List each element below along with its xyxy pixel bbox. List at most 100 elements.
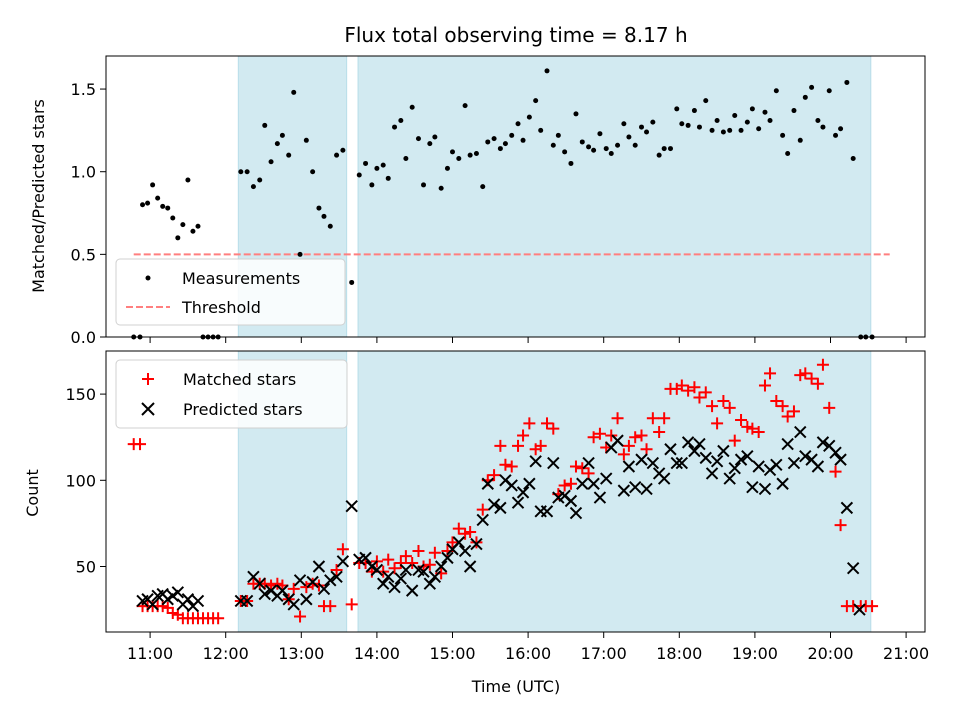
predicted-point <box>293 574 307 587</box>
measurement-point <box>150 182 156 188</box>
y-tick-label: 0.0 <box>71 328 96 347</box>
legend-label-matched: Matched stars <box>183 370 296 389</box>
matched-point <box>499 458 512 471</box>
matched-point <box>336 543 349 556</box>
matched-point <box>547 422 560 435</box>
matched-point <box>423 558 436 571</box>
matched-point <box>406 557 419 570</box>
measurement-point <box>850 155 856 161</box>
matched-point <box>294 610 307 623</box>
measurement-point <box>432 134 438 140</box>
measurement-point <box>456 155 462 161</box>
matched-point <box>816 358 829 371</box>
predicted-point <box>770 458 783 471</box>
matched-point <box>611 412 624 425</box>
measurement-point <box>438 185 444 191</box>
matched-point <box>682 384 695 397</box>
matched-point <box>741 420 754 433</box>
matched-point <box>324 600 337 613</box>
predicted-point <box>388 580 401 594</box>
measurement-point <box>815 117 821 123</box>
predicted-point <box>776 477 789 490</box>
matched-point <box>640 443 653 456</box>
axes: 50 100 150 11:00 12:00 13:00 14:00 15:00 16:00 17… <box>65 385 929 663</box>
predicted-point <box>359 551 372 565</box>
measurement-point <box>369 182 375 188</box>
measurement-point <box>340 147 346 153</box>
matched-point <box>287 582 300 595</box>
predicted-point <box>487 498 501 511</box>
predicted-point <box>688 444 701 458</box>
y-axis-label: Matched/Predicted stars <box>29 99 48 293</box>
predicted-point <box>611 434 624 447</box>
measurement-point <box>597 131 603 137</box>
predicted-point <box>582 456 595 470</box>
matched-point <box>622 439 635 452</box>
predicted-point <box>600 472 613 485</box>
predicted-point <box>758 482 772 496</box>
measurement-point <box>274 141 280 147</box>
measurement-point <box>374 165 380 171</box>
x-tick-label: 20:00 <box>807 644 853 663</box>
measurement-point <box>190 228 196 234</box>
x-tick-label: 13:00 <box>278 644 324 663</box>
predicted-point <box>794 425 807 439</box>
measurement-point <box>297 251 303 257</box>
measurement-point <box>140 202 146 208</box>
axes-frame <box>105 55 926 338</box>
predicted-point <box>657 472 671 485</box>
measurement-point <box>544 68 550 74</box>
plot-area <box>127 358 879 625</box>
measurement-point <box>656 152 662 158</box>
matched-point <box>699 386 712 399</box>
predicted-point <box>781 437 794 451</box>
matched-point <box>382 553 395 566</box>
measurement-point <box>279 132 285 138</box>
matched-point <box>271 577 284 590</box>
measurement-point <box>502 141 508 147</box>
measurement-point <box>195 223 201 229</box>
matched-point <box>306 577 319 590</box>
measurement-point <box>550 142 556 148</box>
predicted-point <box>476 513 489 527</box>
matched-point <box>781 410 794 423</box>
measurement-point <box>714 117 720 123</box>
predicted-point <box>723 472 736 485</box>
measurement-point <box>696 124 702 130</box>
matched-point <box>794 369 807 382</box>
measurement-point <box>621 121 627 127</box>
predicted-point <box>728 462 741 475</box>
matched-point <box>134 438 147 451</box>
measurement-point <box>321 213 327 219</box>
measurement-point <box>586 144 592 150</box>
measurement-point <box>409 104 415 110</box>
measurement-point <box>555 132 561 138</box>
predicted-point <box>640 482 653 496</box>
predicted-point <box>829 446 842 459</box>
x-tick-label: 19:00 <box>732 644 778 663</box>
measurement-point <box>838 126 844 132</box>
measurement-point <box>356 172 362 178</box>
predicted-point <box>587 477 600 490</box>
measurement-point <box>427 141 433 147</box>
measurement-point <box>820 124 826 130</box>
matched-point <box>512 439 525 452</box>
x-tick-label: 21:00 <box>883 644 929 663</box>
predicted-point <box>317 582 331 596</box>
axes-frame <box>105 350 926 633</box>
matched-point <box>564 477 577 490</box>
matched-point <box>711 417 724 430</box>
x-tick-label: 11:00 <box>127 644 173 663</box>
y-tick-label: 150 <box>65 385 96 404</box>
matched-point <box>446 536 459 549</box>
predicted-point <box>564 494 578 508</box>
predicted-point <box>463 560 477 573</box>
measurement-point <box>644 129 650 135</box>
predicted-point <box>423 577 437 590</box>
measurement-point <box>316 205 322 211</box>
predicted-point <box>811 460 825 473</box>
matched-point <box>541 417 553 430</box>
legend-box <box>115 359 348 429</box>
x-tick-label: 16:00 <box>505 644 551 663</box>
